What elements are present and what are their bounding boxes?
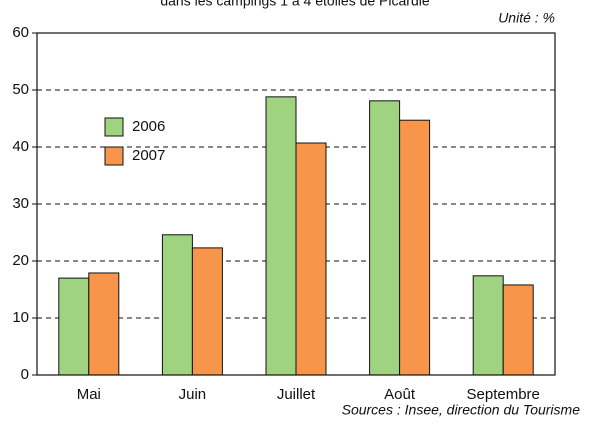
bar — [472, 275, 504, 376]
bar — [399, 119, 431, 376]
x-tick-label: Juillet — [277, 386, 316, 403]
legend-swatch — [104, 146, 124, 166]
y-tick-label: 60 — [12, 24, 29, 41]
x-tick-label: Mai — [77, 386, 101, 403]
y-tick-label: 40 — [12, 138, 29, 155]
bar — [502, 284, 534, 376]
y-tick-label: 10 — [12, 309, 29, 326]
x-tick-label: Septembre — [467, 386, 540, 403]
y-tick-label: 0 — [21, 366, 29, 383]
plot-frame — [36, 32, 556, 376]
legend-swatch — [104, 117, 124, 137]
legend-label: 2007 — [132, 147, 165, 164]
x-tick-label: Août — [384, 386, 416, 403]
bar — [161, 234, 193, 376]
y-tick-label: 20 — [12, 252, 29, 269]
bar — [191, 247, 223, 376]
bar — [295, 142, 327, 376]
bar — [265, 96, 297, 376]
bar — [369, 100, 401, 376]
legend-label: 2006 — [132, 118, 165, 135]
y-tick-label: 30 — [12, 195, 29, 212]
bar — [58, 277, 90, 376]
x-tick-label: Juin — [179, 386, 207, 403]
chart-title: dans les campings 1 à 4 étoiles de Picar… — [160, 0, 429, 9]
bar — [88, 272, 120, 376]
unit-note: Unité : % — [498, 10, 555, 26]
source-note: Sources : Insee, direction du Tourisme — [342, 402, 581, 418]
y-tick-label: 50 — [12, 81, 29, 98]
